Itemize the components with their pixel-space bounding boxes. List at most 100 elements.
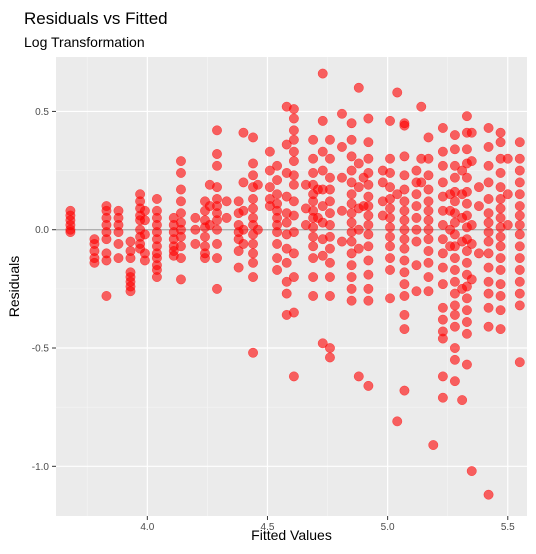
data-point [281, 276, 292, 287]
data-point [363, 220, 374, 230]
data-point [363, 229, 374, 240]
y-axis-label: Residuals [6, 256, 22, 317]
data-point [495, 241, 506, 252]
y-tick-label: -1.0 [32, 462, 50, 473]
data-point [514, 357, 525, 368]
data-point [288, 248, 299, 259]
data-point [423, 234, 434, 245]
data-point [363, 210, 374, 221]
data-point [461, 172, 472, 183]
data-point [281, 243, 292, 254]
data-point [483, 262, 494, 273]
data-point [466, 466, 477, 476]
data-point [495, 264, 506, 275]
data-point [437, 160, 448, 171]
data-point [449, 354, 460, 365]
data-point [483, 208, 494, 219]
data-point [457, 395, 468, 406]
data-point [399, 267, 410, 278]
data-point [399, 215, 410, 226]
data-point [233, 196, 244, 207]
data-point [437, 262, 448, 273]
data-point [437, 392, 448, 403]
data-point [495, 279, 506, 290]
data-point [399, 120, 410, 131]
data-point [272, 160, 283, 171]
data-point [288, 134, 299, 145]
y-tick-label: 0.5 [35, 107, 49, 118]
data-point [437, 371, 448, 382]
data-point [411, 201, 422, 212]
data-point [212, 253, 222, 264]
data-point [317, 201, 328, 212]
data-point [461, 257, 472, 268]
data-point [89, 257, 100, 268]
data-point [514, 276, 525, 287]
data-point [495, 324, 506, 335]
data-point [473, 248, 484, 259]
data-point [466, 238, 477, 249]
data-point [461, 111, 472, 122]
data-point [514, 288, 525, 299]
data-point [324, 352, 335, 363]
data-point [324, 220, 335, 230]
data-point [363, 153, 374, 164]
data-point [423, 215, 434, 226]
data-point [353, 224, 364, 235]
data-point [399, 196, 410, 207]
data-point [176, 184, 186, 195]
data-point [113, 227, 124, 238]
data-point [190, 238, 201, 249]
data-point [248, 347, 259, 358]
data-point [324, 243, 335, 254]
data-point [272, 264, 283, 275]
data-point [385, 167, 395, 178]
data-point [449, 130, 460, 141]
data-point [346, 260, 357, 271]
data-point [495, 203, 506, 214]
data-point [483, 227, 494, 238]
data-point [238, 224, 249, 235]
data-point [502, 153, 513, 164]
data-point [437, 248, 448, 259]
data-point [449, 253, 460, 264]
data-point [363, 283, 374, 294]
data-point [113, 238, 124, 249]
data-point [238, 205, 249, 216]
data-point [449, 241, 460, 252]
data-point [466, 220, 477, 230]
data-point [288, 307, 299, 318]
data-point [212, 283, 222, 294]
data-point [281, 257, 292, 268]
data-point [264, 146, 275, 157]
data-point [221, 196, 232, 207]
data-point [200, 253, 210, 264]
data-point [461, 198, 472, 209]
data-point [272, 175, 283, 185]
data-point [317, 165, 328, 176]
data-point [346, 134, 357, 145]
data-point [483, 248, 494, 259]
data-point [385, 182, 395, 193]
data-point [337, 205, 347, 216]
data-point [437, 302, 448, 313]
data-point [353, 371, 364, 382]
data-point [483, 141, 494, 152]
data-point [399, 279, 410, 290]
data-point [212, 182, 222, 193]
data-point [281, 288, 292, 299]
data-point [449, 196, 460, 207]
data-point [449, 376, 460, 387]
data-point [502, 189, 513, 200]
data-point [101, 234, 112, 245]
data-point [385, 153, 395, 164]
data-point [449, 217, 460, 228]
data-point [139, 215, 150, 226]
data-point [377, 177, 388, 188]
data-point [264, 182, 275, 193]
x-axis-ticks: 4.0 4.5 5.0 5.5 [140, 516, 515, 533]
data-point [363, 255, 374, 266]
data-point [449, 300, 460, 311]
data-point [139, 255, 150, 266]
